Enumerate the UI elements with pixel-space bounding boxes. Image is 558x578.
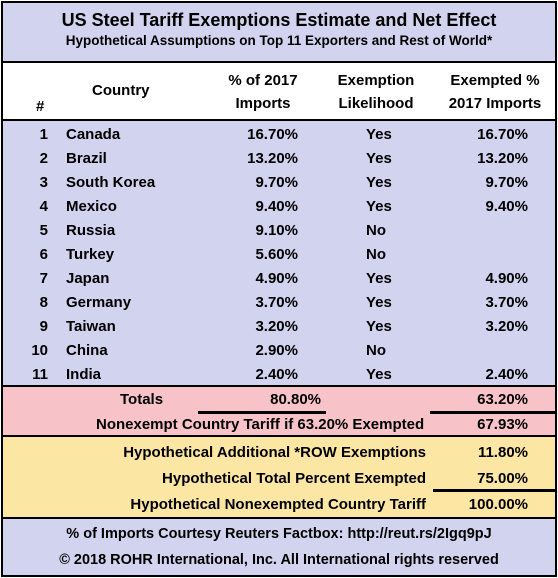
row-likelihood: No	[366, 246, 386, 263]
hyp-total-value: 75.00%	[477, 470, 528, 487]
table-row: 8 Germany 3.70% Yes 3.70%	[3, 291, 555, 315]
row-num: 9	[39, 318, 48, 335]
row-pct: 2.90%	[255, 342, 298, 359]
hypothetical-section: Hypothetical Additional *ROW Exemptions …	[3, 437, 555, 519]
row-pct: 3.70%	[255, 294, 298, 311]
row-country: Turkey	[66, 246, 115, 263]
row-num: 5	[39, 222, 48, 239]
totals-pct-underline	[198, 411, 326, 414]
totals-section: Totals 80.80% 63.20% Nonexempt Country T…	[3, 387, 555, 437]
copyright-note: © 2018 ROHR International, Inc. All Inte…	[59, 552, 499, 568]
row-country: Mexico	[66, 198, 117, 215]
row-exempted: 13.20%	[477, 150, 528, 167]
row-pct: 13.20%	[247, 150, 298, 167]
column-headers: # Country % of 2017 Imports Exemption Li…	[3, 63, 555, 121]
row-country: Brazil	[66, 150, 107, 167]
hyp-total-underline	[433, 489, 555, 492]
col-header-exempted-line1: Exempted %	[450, 72, 540, 89]
row-num: 1	[39, 126, 48, 143]
row-likelihood: Yes	[366, 318, 392, 335]
table-row: 5 Russia 9.10% No	[3, 219, 555, 243]
col-header-exempted-line2: 2017 Imports	[448, 95, 542, 112]
row-exempted: 2.40%	[485, 366, 528, 383]
col-header-pct-line1: % of 2017	[228, 72, 298, 89]
row-num: 2	[39, 150, 48, 167]
row-exempted: 9.70%	[485, 174, 528, 191]
nonexempt-value: 67.93%	[477, 416, 528, 433]
row-likelihood: No	[366, 342, 386, 359]
hyp-tariff-value: 100.00%	[468, 496, 528, 513]
row-likelihood: Yes	[366, 198, 392, 215]
table-row: 10 China 2.90% No	[3, 339, 555, 363]
row-country: South Korea	[66, 174, 156, 191]
row-pct: 9.70%	[255, 174, 298, 191]
col-header-likelihood-line2: Likelihood	[338, 95, 414, 112]
footer: % of Imports Courtesy Reuters Factbox: h…	[3, 519, 555, 575]
col-header-num: #	[36, 98, 45, 115]
hyp-row-value: 11.80%	[477, 444, 528, 461]
table-row: 9 Taiwan 3.20% Yes 3.20%	[3, 315, 555, 339]
nonexempt-label: Nonexempt Country Tariff if 63.20% Exemp…	[96, 416, 425, 433]
row-num: 8	[39, 294, 48, 311]
row-likelihood: No	[366, 222, 386, 239]
row-num: 4	[39, 198, 48, 215]
source-note: % of Imports Courtesy Reuters Factbox: h…	[66, 526, 492, 542]
table-row: 4 Mexico 9.40% Yes 9.40%	[3, 195, 555, 219]
row-pct: 4.90%	[255, 270, 298, 287]
row-country: Canada	[66, 126, 121, 143]
totals-exempted: 63.20%	[477, 391, 528, 408]
table-row: 7 Japan 4.90% Yes 4.90%	[3, 267, 555, 291]
table-row: 11 India 2.40% Yes 2.40%	[3, 363, 555, 387]
row-pct: 5.60%	[255, 246, 298, 263]
row-likelihood: Yes	[366, 174, 392, 191]
row-exempted: 4.90%	[485, 270, 528, 287]
row-num: 6	[39, 246, 48, 263]
row-likelihood: Yes	[366, 150, 392, 167]
hyp-tariff-label: Hypothetical Nonexempted Country Tariff	[130, 496, 426, 513]
table-row: 6 Turkey 5.60% No	[3, 243, 555, 267]
table-header: US Steel Tariff Exemptions Estimate and …	[3, 3, 555, 63]
row-exempted: 16.70%	[477, 126, 528, 143]
table-row: 2 Brazil 13.20% Yes 13.20%	[3, 147, 555, 171]
row-exempted: 9.40%	[485, 198, 528, 215]
row-country: China	[66, 342, 108, 359]
totals-exempted-underline	[430, 411, 555, 414]
row-likelihood: Yes	[366, 366, 392, 383]
row-country: Japan	[66, 270, 110, 287]
col-header-country: Country	[92, 82, 150, 99]
country-rows: 1 Canada 16.70% Yes 16.70% 2 Brazil 13.20% Yes 13…	[3, 121, 555, 387]
col-header-pct-line2: Imports	[235, 95, 291, 112]
row-country: Germany	[66, 294, 132, 311]
row-pct: 9.40%	[255, 198, 298, 215]
row-exempted: 3.20%	[485, 318, 528, 335]
row-country: Russia	[66, 222, 116, 239]
row-num: 7	[39, 270, 48, 287]
row-pct: 2.40%	[255, 366, 298, 383]
totals-label: Totals	[120, 391, 164, 408]
table-row: 3 South Korea 9.70% Yes 9.70%	[3, 171, 555, 195]
row-likelihood: Yes	[366, 126, 392, 143]
page-title: US Steel Tariff Exemptions Estimate and …	[61, 10, 497, 30]
row-num: 11	[32, 366, 48, 383]
hyp-row-label: Hypothetical Additional *ROW Exemptions	[123, 444, 426, 461]
col-header-likelihood-line1: Exemption	[337, 72, 415, 89]
totals-pct: 80.80%	[270, 391, 321, 408]
row-pct: 9.10%	[255, 222, 298, 239]
row-pct: 3.20%	[255, 318, 298, 335]
page-subtitle: Hypothetical Assumptions on Top 11 Expor…	[65, 33, 493, 48]
row-likelihood: Yes	[366, 294, 392, 311]
row-pct: 16.70%	[247, 126, 298, 143]
row-country: India	[66, 366, 102, 383]
row-exempted: 3.70%	[485, 294, 528, 311]
row-country: Taiwan	[66, 318, 116, 335]
row-num: 3	[39, 174, 48, 191]
table-row: 1 Canada 16.70% Yes 16.70%	[3, 123, 555, 147]
row-num: 10	[31, 342, 48, 359]
hyp-total-label: Hypothetical Total Percent Exempted	[162, 470, 426, 487]
row-likelihood: Yes	[366, 270, 392, 287]
